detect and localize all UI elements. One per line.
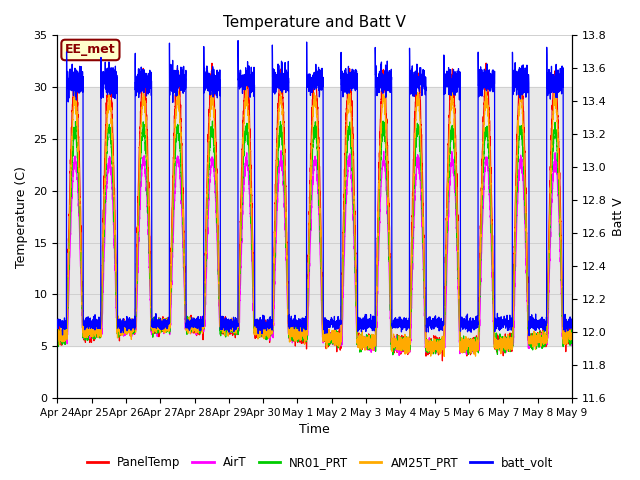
Legend: PanelTemp, AirT, NR01_PRT, AM25T_PRT, batt_volt: PanelTemp, AirT, NR01_PRT, AM25T_PRT, ba…: [82, 452, 558, 474]
Bar: [58, 87, 572, 346]
Text: EE_met: EE_met: [65, 44, 116, 57]
Title: Temperature and Batt V: Temperature and Batt V: [223, 15, 406, 30]
Y-axis label: Temperature (C): Temperature (C): [15, 166, 28, 267]
Y-axis label: Batt V: Batt V: [612, 197, 625, 236]
X-axis label: Time: Time: [300, 423, 330, 436]
